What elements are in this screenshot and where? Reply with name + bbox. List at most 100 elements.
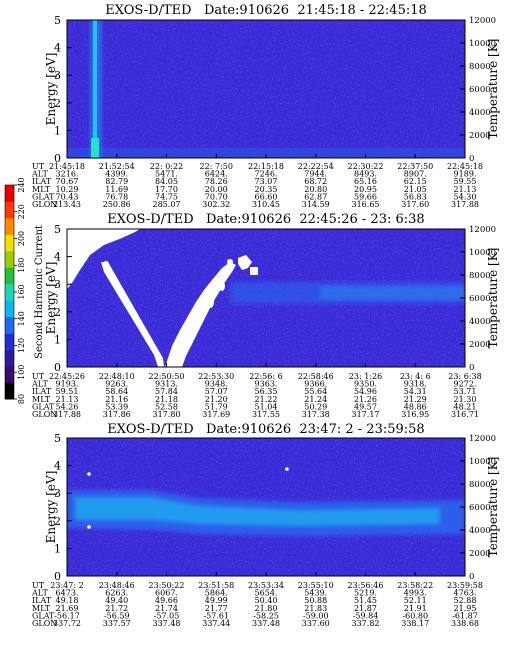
orbit-cell: 21.18 [155, 395, 178, 404]
orbit-cell: -56.59 [104, 611, 130, 620]
orbit-cell: 54.31 [404, 387, 427, 396]
orbit-cell: 9263. [105, 380, 128, 389]
orbit-row-label: UT [32, 162, 45, 171]
energy-tick-label: 2 [54, 515, 61, 528]
orbit-cell: 65.16 [354, 177, 377, 186]
orbit-cell: 317.60 [401, 200, 429, 209]
orbit-row-label: GLON [32, 619, 57, 628]
orbit-cell: 56.35 [255, 387, 278, 396]
orbit-cell: 314.59 [302, 200, 330, 209]
orbit-cell: 21.80 [255, 604, 278, 613]
orbit-cell: 21:52:54 [99, 162, 135, 171]
temperature-tick-label: 0 [469, 572, 474, 582]
panel-2-v-left-arm [101, 262, 164, 367]
orbit-row-label: ALT [31, 170, 48, 179]
orbit-cell: 76.78 [105, 192, 128, 201]
energy-tick-label: 4 [54, 251, 61, 264]
orbit-cell: 10.29 [56, 185, 79, 194]
orbit-cell: 73.07 [255, 177, 278, 186]
orbit-cell: 9193. [56, 380, 79, 389]
orbit-cell: 20.00 [205, 185, 228, 194]
orbit-cell: 6424. [205, 170, 228, 179]
colorbar-swatch [5, 234, 14, 252]
orbit-cell: 66.60 [255, 192, 278, 201]
orbit-cell: 20.95 [354, 185, 377, 194]
orbit-row-label: UT [32, 581, 45, 590]
orbit-cell: 54.30 [454, 192, 477, 201]
orbit-cell: 9350. [354, 380, 377, 389]
orbit-cell: 21.91 [404, 604, 427, 613]
orbit-cell: 23: 4: 6 [400, 372, 431, 381]
orbit-cell: 21.77 [205, 604, 228, 613]
energy-tick-label: 1 [54, 124, 61, 137]
temperature-tick-label: 12000 [469, 434, 496, 444]
orbit-cell: 9348. [205, 380, 228, 389]
panel-1-spike-base [91, 138, 99, 158]
colorbar-tick-label: 80 [17, 394, 26, 404]
orbit-cell: 21.29 [404, 395, 427, 404]
orbit-cell: 337.48 [252, 619, 280, 628]
orbit-cell: 78.26 [205, 177, 228, 186]
energy-tick-label: 3 [54, 487, 61, 500]
orbit-cell: 70.43 [56, 192, 79, 201]
panel-2-title: EXOS-D/TED Date:910626 22:45:26 - 23: 6:… [107, 212, 424, 227]
orbit-cell: 54.26 [56, 402, 79, 411]
orbit-cell: 6473. [56, 589, 79, 598]
panel-3-band-core [75, 497, 440, 526]
temperature-tick-label: 2000 [469, 340, 491, 350]
orbit-cell: 337.82 [352, 619, 380, 628]
orbit-cell: 22:53:30 [198, 372, 234, 381]
colorbar-tick-label: 200 [17, 231, 26, 246]
orbit-cell: -57.61 [203, 611, 229, 620]
energy-tick-label: 2 [54, 306, 61, 319]
panel-3-plot-area [67, 438, 465, 576]
panel-2-y-label: Energy [eV] [44, 262, 58, 335]
colorbar-swatch [5, 316, 14, 334]
orbit-cell: 6263. [105, 589, 128, 598]
panel-1-y-label: Energy [eV] [44, 53, 58, 126]
orbit-cell: 23:53:34 [248, 581, 284, 590]
orbit-cell: 22:37:50 [397, 162, 433, 171]
orbit-cell: 84.05 [155, 177, 178, 186]
panel-1-plot-area [67, 20, 465, 158]
orbit-cell: 23:51:58 [198, 581, 234, 590]
energy-tick-label: 3 [54, 278, 61, 291]
orbit-cell: 337.72 [53, 619, 81, 628]
colorbar-tick-label: 240 [17, 177, 26, 192]
orbit-cell: 4399. [105, 170, 128, 179]
orbit-cell: 55.64 [304, 387, 327, 396]
orbit-cell: 6067. [155, 589, 178, 598]
panel-2-y2-label: Temperature [K] [486, 248, 500, 349]
orbit-row-label: ALT [31, 380, 48, 389]
orbit-row-label: GLON [32, 410, 57, 419]
orbit-cell: 22: 7:50 [200, 162, 233, 171]
energy-tick-label: 1 [54, 542, 61, 555]
energy-tick-label: 5 [54, 14, 61, 27]
colorbar-swatch [5, 267, 14, 285]
orbit-cell: 48.21 [454, 402, 477, 411]
orbit-cell: -58.25 [253, 611, 279, 620]
orbit-cell: -57.05 [154, 611, 180, 620]
orbit-cell: 317.80 [153, 410, 181, 419]
orbit-row-label: ILAT [32, 387, 52, 396]
orbit-row-label: GLAT [32, 402, 55, 411]
orbit-row-label: MLT [32, 604, 51, 613]
energy-tick-label: 3 [54, 69, 61, 82]
energy-tick-label: 5 [54, 223, 61, 236]
orbit-cell: 59.51 [56, 387, 79, 396]
energy-tick-label: 4 [54, 460, 61, 473]
colorbar-tick-label: 160 [17, 284, 26, 299]
temperature-tick-label: 12000 [469, 16, 496, 26]
temperature-tick-label: 10000 [469, 39, 496, 49]
panel-2-plot-area [67, 229, 465, 367]
orbit-cell: 21.20 [205, 395, 228, 404]
orbit-cell: 82.79 [105, 177, 128, 186]
orbit-cell: 68.72 [304, 177, 327, 186]
orbit-cell: 3216. [56, 170, 79, 179]
orbit-cell: 70.67 [56, 177, 79, 186]
energy-tick-label: 5 [54, 432, 61, 445]
orbit-row-label: UT [32, 372, 45, 381]
